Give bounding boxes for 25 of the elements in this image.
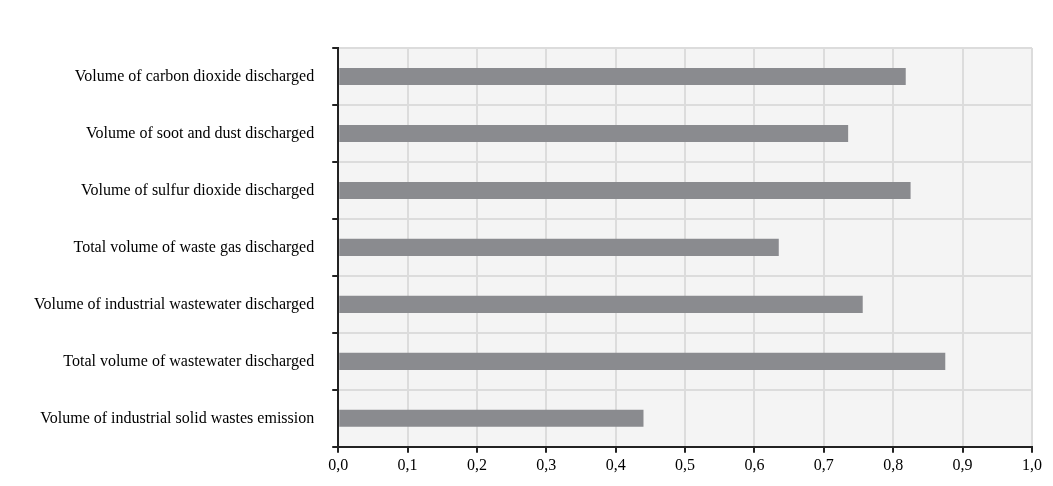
x-tick-label: 0,6: [744, 455, 765, 473]
x-tick-label: 0,5: [675, 455, 696, 473]
bar: [339, 67, 906, 86]
x-tick-label: 0,9: [952, 455, 973, 473]
bar: [339, 409, 644, 427]
bar: [339, 181, 911, 199]
bar: [339, 352, 946, 370]
y-tick-label: Volume of carbon dioxide discharged: [74, 66, 315, 85]
x-tick-label: 0,4: [605, 455, 626, 473]
y-tick-label: Total volume of wastewater discharged: [63, 351, 315, 370]
y-tick-label: Volume of soot and dust discharged: [85, 123, 315, 142]
y-tick-label: Volume of sulfur dioxide discharged: [81, 180, 315, 199]
x-tick-label: 0,1: [397, 455, 418, 473]
x-tick-label: 0,2: [466, 455, 487, 473]
bar: [339, 295, 863, 313]
bar: [339, 238, 779, 256]
y-tick-label: Total volume of waste gas discharged: [73, 237, 315, 256]
x-tick-label: 1,0: [1022, 455, 1042, 473]
bar: [339, 124, 849, 142]
x-tick-label: 0,3: [536, 455, 557, 473]
x-tick-label: 0,0: [328, 455, 349, 473]
y-tick-label: Volume of industrial wastewater discharged: [33, 294, 315, 313]
x-tick-label: 0,8: [883, 455, 904, 473]
y-tick-label: Volume of industrial solid wastes emission: [40, 408, 315, 426]
x-tick-label: 0,7: [813, 455, 834, 473]
